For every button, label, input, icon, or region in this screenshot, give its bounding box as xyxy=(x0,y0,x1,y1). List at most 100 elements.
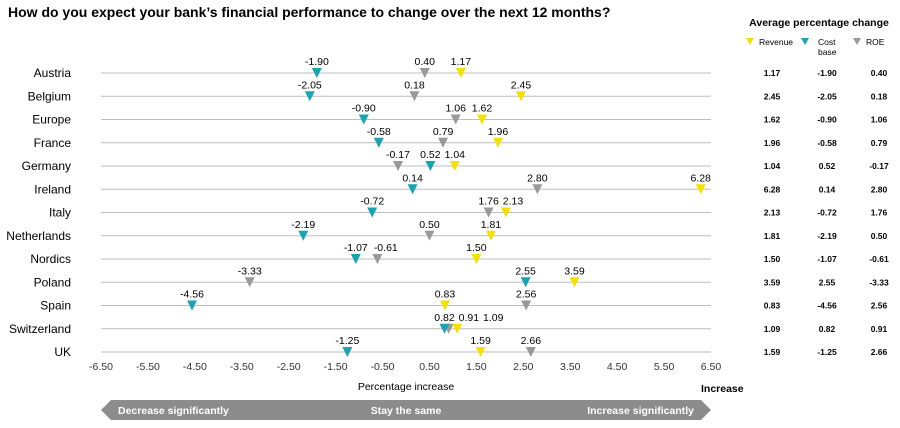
data-label: 1.17 xyxy=(451,56,472,68)
table-value-revenue: 1.59 xyxy=(764,347,781,357)
category-label: UK xyxy=(54,345,71,359)
data-label: 2.13 xyxy=(503,196,524,208)
data-label: 1.81 xyxy=(481,219,502,231)
table-value-cost-base: -0.90 xyxy=(817,115,837,125)
legend-marker-revenue xyxy=(746,38,754,45)
data-label: 2.45 xyxy=(511,79,532,91)
marker-cost-base xyxy=(187,300,198,311)
table-value-cost-base: -0.58 xyxy=(817,138,837,148)
table-value-cost-base: -4.56 xyxy=(817,301,837,311)
category-label: Switzerland xyxy=(9,322,71,336)
legend-marker-roe xyxy=(853,38,861,45)
data-label: 1.76 xyxy=(478,196,499,208)
x-tick-label: -1.50 xyxy=(324,361,348,373)
marker-roe xyxy=(409,91,420,102)
marker-roe xyxy=(450,114,461,125)
data-label: 2.56 xyxy=(516,289,537,301)
legend-title: Average percentage change xyxy=(749,17,889,29)
marker-cost-base xyxy=(350,254,361,264)
category-label: Europe xyxy=(32,113,71,127)
marker-revenue xyxy=(485,230,496,241)
table-value-cost-base: 0.82 xyxy=(819,324,836,334)
table-value-cost-base: -1.90 xyxy=(817,68,837,78)
table-value-revenue: 1.04 xyxy=(764,161,781,171)
x-tick-label: -4.50 xyxy=(183,361,207,373)
data-label: 0.79 xyxy=(433,126,454,138)
table-value-revenue: 1.96 xyxy=(764,138,781,148)
marker-cost-base xyxy=(298,230,309,241)
data-label: -2.19 xyxy=(291,219,315,231)
data-label: -4.56 xyxy=(180,289,204,301)
x-tick-label: 0.50 xyxy=(419,361,440,373)
marker-revenue xyxy=(492,137,503,148)
legend-label: Cost xyxy=(818,37,836,47)
marker-cost-base xyxy=(439,323,450,334)
category-label: Italy xyxy=(49,206,71,220)
legend-label: ROE xyxy=(866,37,885,47)
x-tick-label: 1.50 xyxy=(466,361,487,373)
table-value-cost-base: -1.07 xyxy=(817,254,837,264)
table-value-roe: -3.33 xyxy=(869,277,889,287)
data-label: -1.07 xyxy=(344,242,368,254)
table-value-revenue: 1.17 xyxy=(764,68,781,78)
marker-revenue xyxy=(471,254,482,264)
marker-cost-base xyxy=(407,184,418,195)
scale-arrow xyxy=(101,400,711,420)
table-value-roe: 2.66 xyxy=(871,347,888,357)
x-axis-label: Percentage increase xyxy=(358,381,454,393)
marker-revenue xyxy=(515,91,526,102)
data-label: -3.33 xyxy=(238,265,262,277)
table-value-roe: -0.17 xyxy=(869,161,889,171)
marker-cost-base xyxy=(358,114,369,125)
data-label: 0.14 xyxy=(402,172,423,184)
data-label: 2.66 xyxy=(521,335,542,347)
marker-revenue xyxy=(695,184,706,195)
table-value-cost-base: 0.14 xyxy=(819,184,836,194)
table-value-roe: 0.18 xyxy=(871,91,888,101)
marker-revenue xyxy=(569,277,580,288)
marker-cost-base xyxy=(311,68,322,78)
table-value-revenue: 1.62 xyxy=(764,115,781,125)
marker-roe xyxy=(419,68,430,78)
data-label: 1.09 xyxy=(483,312,504,324)
table-value-revenue: 1.50 xyxy=(764,254,781,264)
chart-title: How do you expect your bank’s financial … xyxy=(8,4,610,20)
marker-revenue xyxy=(500,207,511,218)
x-tick-label: 3.50 xyxy=(560,361,581,373)
marker-roe xyxy=(532,184,543,195)
table-value-roe: 0.50 xyxy=(871,231,888,241)
x-tick-label: -0.50 xyxy=(371,361,395,373)
legend-label: Revenue xyxy=(759,37,793,47)
table-value-cost-base: -2.19 xyxy=(817,231,837,241)
marker-roe xyxy=(244,277,255,288)
marker-roe xyxy=(393,161,404,171)
category-label: Netherlands xyxy=(6,229,71,243)
marker-revenue xyxy=(449,161,460,171)
table-value-roe: 2.80 xyxy=(871,184,888,194)
table-value-roe: 2.56 xyxy=(871,301,888,311)
marker-revenue xyxy=(452,323,463,334)
x-end-label: Increase xyxy=(701,383,744,395)
data-label: 0.52 xyxy=(420,149,441,161)
scale-arrow-left-label: Decrease significantly xyxy=(118,405,229,417)
data-label: 1.06 xyxy=(446,103,467,115)
scale-arrow-middle-label: Stay the same xyxy=(371,405,442,417)
data-label: -1.25 xyxy=(335,335,359,347)
table-value-revenue: 6.28 xyxy=(764,184,781,194)
x-tick-label: -3.50 xyxy=(230,361,254,373)
table-value-roe: -0.61 xyxy=(869,254,889,264)
data-label: -0.90 xyxy=(352,103,376,115)
category-label: Nordics xyxy=(30,252,71,266)
marker-cost-base xyxy=(520,277,531,288)
data-label: 2.80 xyxy=(527,172,548,184)
data-label: 1.62 xyxy=(472,103,493,115)
table-value-revenue: 3.59 xyxy=(764,277,781,287)
data-label: 1.59 xyxy=(470,335,491,347)
data-label: 0.40 xyxy=(415,56,436,68)
marker-roe xyxy=(424,230,435,241)
data-label: -1.90 xyxy=(305,56,329,68)
table-value-revenue: 2.13 xyxy=(764,208,781,218)
data-label: -0.61 xyxy=(374,242,398,254)
x-tick-label: 6.50 xyxy=(701,361,722,373)
marker-cost-base xyxy=(425,161,436,171)
